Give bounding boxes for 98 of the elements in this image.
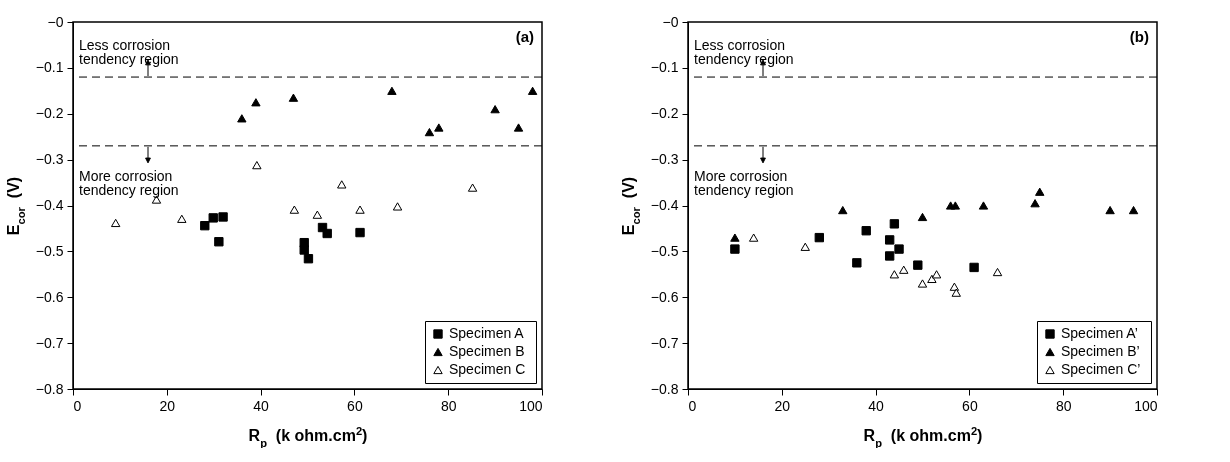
y-tick-label: −0.5 xyxy=(35,242,64,259)
point xyxy=(927,274,937,284)
point xyxy=(1105,205,1115,215)
annotation: (a) xyxy=(515,28,534,45)
point xyxy=(303,254,314,264)
point xyxy=(917,279,928,288)
x-tick-label: 100 xyxy=(519,397,543,414)
y-tick-label: −0.7 xyxy=(650,334,679,351)
x-tick-label: 40 xyxy=(868,397,885,414)
y-tick-label: −0.2 xyxy=(35,105,64,122)
point xyxy=(852,258,862,268)
point xyxy=(392,202,403,211)
point xyxy=(288,93,299,102)
legend-label: Specimen C xyxy=(449,361,526,377)
legend-label: Specimen A xyxy=(449,325,525,341)
legend-label: Specimen B’ xyxy=(1061,343,1140,359)
x-tick-label: 20 xyxy=(159,397,176,414)
point xyxy=(884,251,895,261)
y-tick-label: −0.7 xyxy=(35,334,64,351)
point xyxy=(434,123,444,132)
point xyxy=(387,86,397,95)
x-axis-title: R$_{p}$ (k ohm.cm$^{2}$) xyxy=(863,424,983,449)
y-tick-label: −0.8 xyxy=(650,380,679,397)
point xyxy=(467,183,478,192)
x-tick-label: 20 xyxy=(774,397,791,414)
point xyxy=(312,210,323,219)
point xyxy=(218,212,228,222)
ref-line-label: Less corrosion tendency region xyxy=(694,37,794,68)
ref-line-label: More corrosion tendency region xyxy=(79,167,179,198)
y-tick-label: −0.6 xyxy=(35,288,64,305)
point xyxy=(730,233,740,242)
point xyxy=(289,205,300,214)
y-tick-label: −0 xyxy=(47,13,64,30)
point xyxy=(252,161,262,170)
point xyxy=(889,219,900,229)
x-tick-label: 60 xyxy=(962,397,978,414)
legend-label: Specimen A’ xyxy=(1061,325,1138,341)
x-tick-label: 60 xyxy=(347,397,363,414)
point xyxy=(177,214,187,223)
point xyxy=(814,232,824,243)
x-tick-label: 100 xyxy=(1134,397,1158,414)
point xyxy=(322,228,332,239)
point xyxy=(355,227,365,238)
ref-line-label: More corrosion tendency region xyxy=(694,167,794,198)
point xyxy=(1035,187,1045,196)
x-tick-label: 0 xyxy=(73,397,82,414)
y-tick-label: −0.4 xyxy=(650,197,679,213)
x-axis-title: R$_{p}$ (k ohm.cm$^{2}$) xyxy=(248,424,368,449)
y-tick-label: −0.2 xyxy=(650,105,679,122)
point xyxy=(200,221,210,231)
y-tick-label: −0.5 xyxy=(650,242,679,259)
point xyxy=(214,237,224,247)
point xyxy=(490,105,500,114)
y-tick-label: −0 xyxy=(662,13,679,30)
y-tick-label: −0.8 xyxy=(35,380,64,397)
point xyxy=(894,244,904,254)
point xyxy=(111,218,121,228)
point xyxy=(730,244,740,254)
point xyxy=(838,205,848,215)
point xyxy=(1128,205,1139,215)
point xyxy=(978,201,989,210)
point xyxy=(889,270,900,279)
point xyxy=(950,201,961,210)
legend-label: Specimen B xyxy=(449,343,525,359)
y-tick-label: −0.3 xyxy=(35,151,64,168)
x-tick-label: 80 xyxy=(440,397,457,414)
point xyxy=(861,226,871,236)
point xyxy=(917,212,928,222)
point xyxy=(513,123,524,132)
point xyxy=(337,180,347,189)
point xyxy=(931,270,942,279)
point xyxy=(884,235,895,245)
point xyxy=(527,86,538,95)
legend-label: Specimen C’ xyxy=(1061,361,1141,377)
point xyxy=(299,245,309,255)
y-tick-label: −0.6 xyxy=(650,288,679,305)
point xyxy=(992,267,1003,277)
point xyxy=(355,205,365,214)
ref-line-label: Less corrosion tendency region xyxy=(79,37,179,68)
point xyxy=(208,213,218,223)
point xyxy=(951,288,961,297)
point xyxy=(237,114,247,123)
point xyxy=(913,260,923,270)
y-tick-label: −0.1 xyxy=(35,59,64,76)
y-tick-label: −0.4 xyxy=(35,197,64,213)
y-tick-label: −0.3 xyxy=(650,151,679,168)
point xyxy=(1030,199,1040,208)
point xyxy=(969,262,979,273)
x-tick-label: 0 xyxy=(688,397,697,414)
point xyxy=(424,127,435,137)
x-tick-label: 80 xyxy=(1055,397,1072,414)
point xyxy=(899,265,909,274)
y-tick-label: −0.1 xyxy=(650,59,679,76)
point xyxy=(748,233,759,242)
x-tick-label: 40 xyxy=(253,397,270,414)
annotation: (b) xyxy=(1129,28,1149,45)
point xyxy=(800,242,810,251)
point xyxy=(251,98,261,107)
